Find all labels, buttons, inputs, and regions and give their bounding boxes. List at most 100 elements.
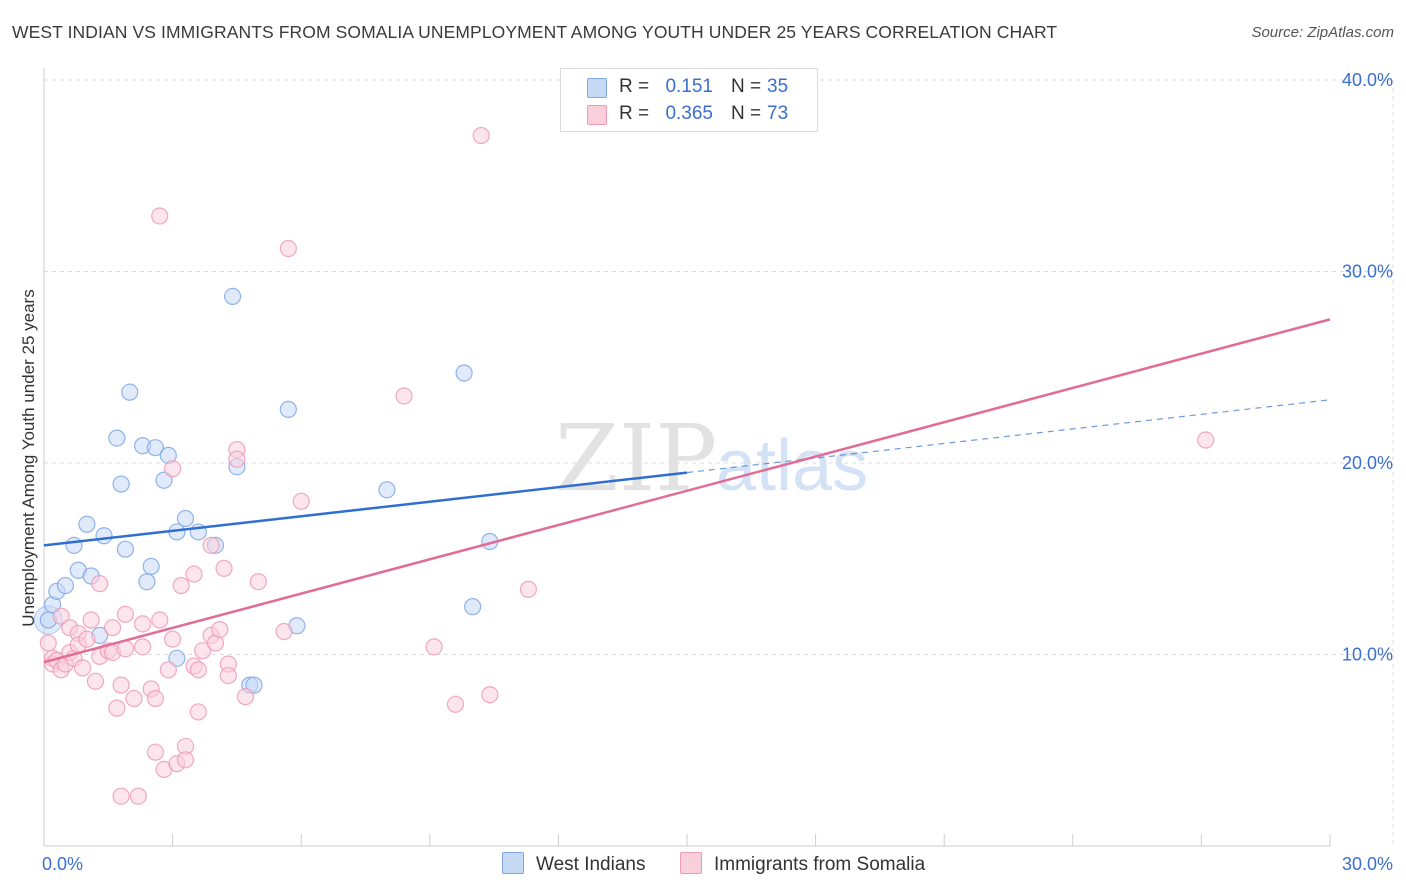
- legend-r-label: R =: [619, 76, 650, 97]
- point-west-indians: [224, 287, 242, 305]
- point-somalia: [73, 659, 92, 677]
- bottom-legend-somalia: Immigrants from Somalia: [680, 852, 925, 876]
- point-somalia: [91, 575, 109, 593]
- bottom-legend-swatch-somalia: [680, 852, 702, 874]
- point-somalia: [446, 695, 465, 713]
- point-west-indians: [65, 536, 83, 554]
- trend-lines: [43, 318, 1331, 664]
- point-somalia: [133, 615, 152, 633]
- source-label: Source: ZipAtlas.com: [1251, 24, 1394, 41]
- trend-line-west-indians-extension: [686, 399, 1331, 474]
- point-somalia: [164, 630, 182, 648]
- point-west-indians: [108, 429, 126, 447]
- legend-swatch-somalia: [587, 105, 607, 125]
- legend-n-label: N =: [731, 76, 762, 97]
- legend-r-label: R =: [619, 103, 650, 124]
- legend-swatch-west-indians: [587, 78, 607, 98]
- point-somalia: [215, 559, 233, 577]
- point-somalia: [249, 573, 267, 591]
- point-somalia: [78, 630, 96, 648]
- point-somalia: [164, 460, 182, 478]
- bottom-legend-label-somalia: Immigrants from Somalia: [714, 854, 926, 875]
- point-somalia: [425, 638, 443, 656]
- point-somalia: [86, 672, 105, 690]
- point-somalia: [151, 207, 169, 225]
- scatter-points: [33, 126, 1215, 805]
- point-west-indians: [112, 475, 130, 493]
- point-west-indians: [116, 540, 135, 558]
- point-west-indians: [138, 573, 156, 591]
- point-somalia: [39, 634, 57, 652]
- grid-lines: [44, 79, 1394, 846]
- point-west-indians: [176, 509, 195, 528]
- chart-title: WEST INDIAN VS IMMIGRANTS FROM SOMALIA U…: [12, 22, 1058, 42]
- x-tick-label: 0.0%: [42, 854, 83, 874]
- point-somalia: [519, 580, 537, 598]
- point-somalia: [133, 638, 152, 656]
- watermark: ZIP atlas: [555, 405, 868, 512]
- point-somalia: [236, 688, 255, 706]
- y-tick-label: 30.0%: [1342, 262, 1393, 282]
- point-somalia: [395, 387, 413, 405]
- point-somalia: [151, 611, 169, 629]
- legend-n-value: 35: [767, 76, 789, 97]
- point-somalia: [185, 565, 203, 583]
- point-somalia: [1197, 431, 1215, 449]
- point-somalia: [481, 686, 499, 704]
- point-west-indians: [245, 676, 263, 694]
- point-somalia: [112, 787, 130, 805]
- watermark-atlas: atlas: [716, 426, 868, 506]
- point-somalia: [125, 689, 143, 708]
- point-west-indians: [142, 557, 160, 576]
- point-somalia: [219, 666, 237, 685]
- legend: R = 0.151 N = 35 R = 0.365 N = 73: [560, 68, 818, 132]
- watermark-zip: ZIP: [555, 405, 717, 512]
- point-west-indians: [279, 400, 297, 418]
- point-somalia: [116, 605, 135, 623]
- bottom-legend-west-indians: West Indians: [502, 852, 645, 876]
- point-west-indians: [121, 383, 139, 401]
- point-somalia: [176, 751, 195, 769]
- point-west-indians: [56, 576, 75, 595]
- point-west-indians: [78, 515, 96, 533]
- point-west-indians: [155, 471, 173, 489]
- legend-r-value: 0.151: [665, 76, 713, 97]
- point-west-indians: [146, 439, 165, 457]
- point-somalia: [194, 642, 212, 660]
- bottom-legend-swatch-west-indians: [502, 852, 524, 874]
- y-tick-label: 40.0%: [1342, 70, 1393, 90]
- point-somalia: [202, 536, 220, 554]
- legend-n-label: N =: [731, 103, 762, 124]
- point-west-indians: [455, 364, 473, 382]
- point-somalia: [52, 607, 70, 625]
- tick-labels: 10.0% 20.0% 30.0% 40.0% 0.0% 30.0%: [42, 70, 1393, 874]
- y-axis-label: Unemployment Among Youth under 25 years: [19, 289, 38, 627]
- point-somalia: [129, 787, 147, 805]
- point-somalia: [82, 611, 100, 629]
- point-west-indians: [95, 527, 113, 545]
- trend-line-somalia: [43, 318, 1331, 664]
- point-somalia: [108, 699, 126, 717]
- point-somalia: [103, 619, 122, 637]
- point-somalia: [228, 450, 246, 468]
- x-tick-label: 30.0%: [1342, 854, 1393, 874]
- point-west-indians: [464, 598, 482, 616]
- point-somalia: [211, 621, 229, 639]
- point-somalia: [146, 689, 165, 708]
- legend-r-value: 0.365: [665, 103, 713, 124]
- point-somalia: [146, 743, 165, 761]
- trend-line-west-indians: [43, 471, 688, 547]
- point-somalia: [159, 661, 177, 679]
- point-somalia: [472, 126, 490, 145]
- point-somalia: [172, 576, 190, 595]
- point-somalia: [275, 622, 293, 641]
- point-somalia: [189, 661, 207, 679]
- legend-n-value: 73: [767, 103, 789, 124]
- y-tick-label: 10.0%: [1342, 645, 1393, 665]
- point-somalia: [279, 239, 297, 258]
- axes: [43, 68, 1331, 847]
- bottom-legend-label-west-indians: West Indians: [536, 854, 646, 875]
- point-west-indians: [168, 649, 186, 667]
- point-west-indians: [378, 481, 396, 499]
